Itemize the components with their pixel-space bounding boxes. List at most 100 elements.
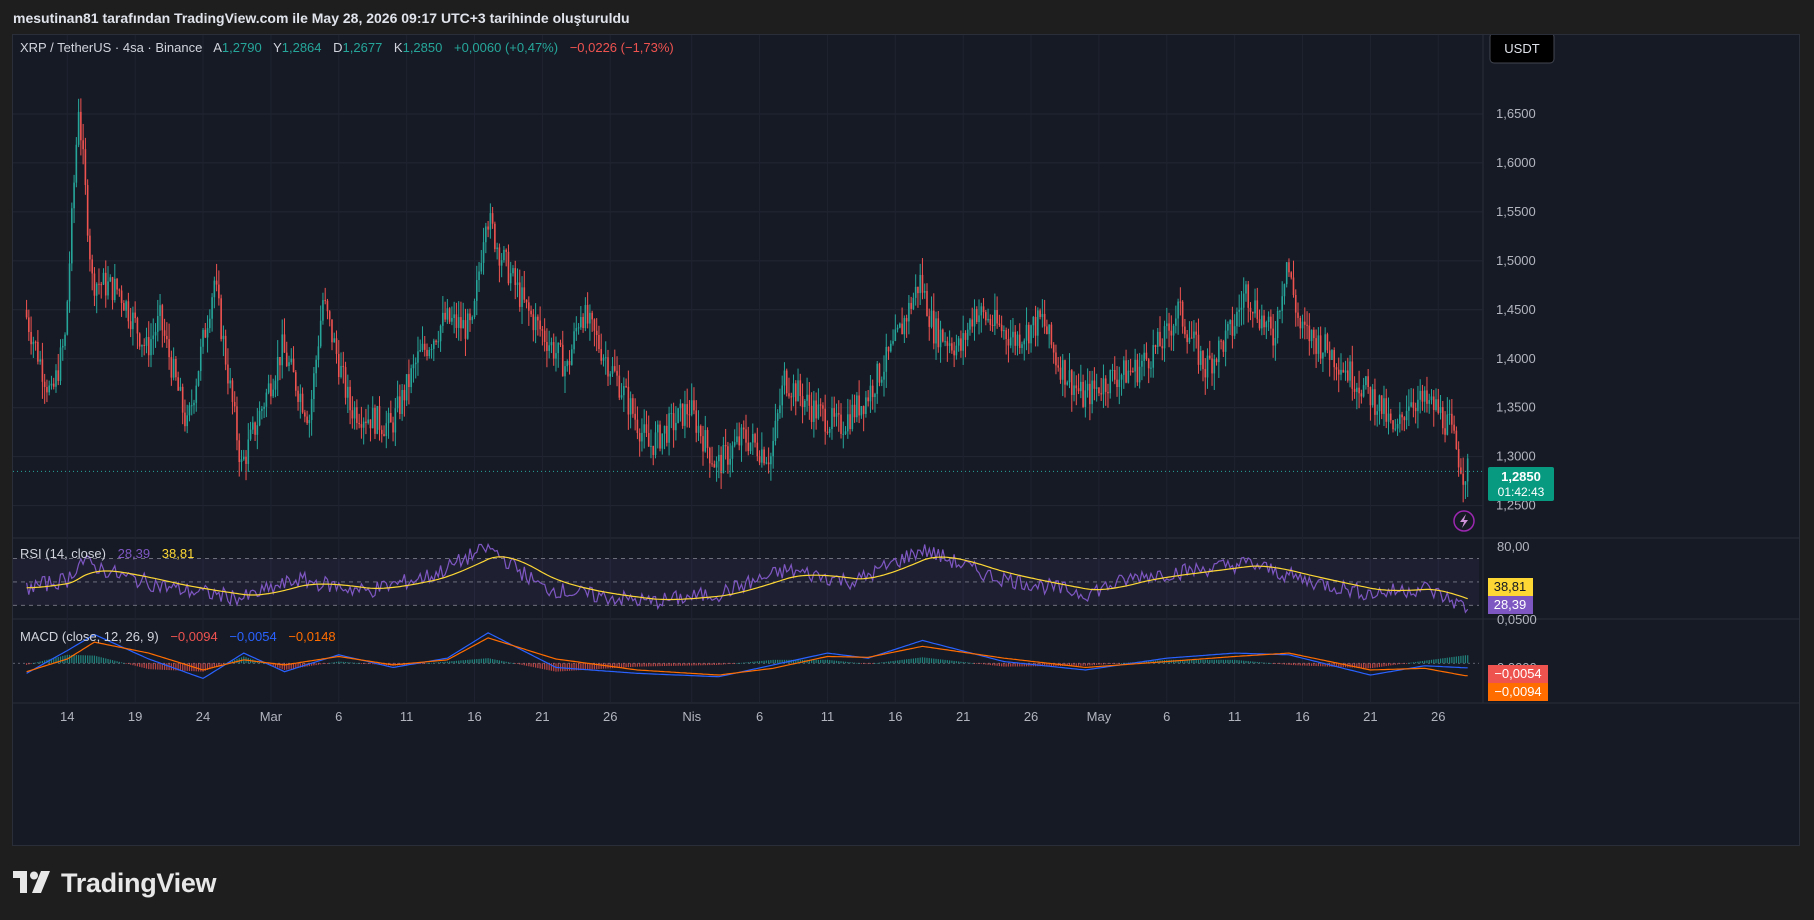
macd-hist-bar [1281, 663, 1283, 665]
currency-button[interactable]: USDT [1489, 35, 1555, 64]
macd-hist-bar [1073, 663, 1075, 666]
candle-body [1376, 411, 1378, 415]
macd-hist-bar [62, 655, 64, 664]
candle-body [1387, 413, 1390, 422]
candle-body [892, 341, 894, 344]
candle-body [611, 366, 614, 374]
candle-body [1034, 316, 1037, 336]
candle-body [1152, 345, 1155, 368]
macd-hist-bar [209, 663, 211, 670]
candle-body [733, 442, 736, 446]
candle-body [1204, 369, 1207, 378]
macd-hist-bar [799, 659, 801, 664]
candle-body [971, 319, 974, 327]
chart-area[interactable]: 1,6500 1,6000 1,5500 1,5000 1,4500 1,4000 1,35… [12, 34, 1800, 846]
candle-body [1208, 355, 1211, 359]
macd-hist-bar [157, 663, 159, 670]
macd-hist-bar [356, 662, 358, 664]
macd-hist-bar [277, 663, 279, 668]
macd-hist-bar [1249, 661, 1252, 664]
macd-hist-bar [1376, 663, 1378, 668]
macd-hist-bar [123, 662, 125, 664]
macd-hist-bar [903, 659, 905, 664]
macd-hist-bar [1243, 660, 1245, 664]
candle-body [1385, 398, 1388, 422]
macd-hist-bar [288, 663, 290, 670]
macd-hist-bar [987, 663, 989, 665]
candle-body [1392, 420, 1394, 430]
macd-hist-bar [885, 661, 887, 664]
macd-hist-bar [1114, 663, 1116, 665]
macd-hist-bar [851, 662, 853, 664]
macd-hist-bar [1044, 663, 1046, 667]
symbol-bar[interactable]: XRP / TetherUS · 4sa · Binance A1,2790 Y… [20, 40, 674, 55]
candle-body [1464, 481, 1467, 485]
macd-hist-bar [980, 663, 982, 665]
footer-brand[interactable]: TradingView [13, 866, 217, 900]
macd-hist-bar [743, 662, 745, 664]
candle-body [276, 357, 279, 381]
price-tick-label: 1,5000 [1496, 253, 1536, 268]
candle-body [1068, 370, 1071, 383]
candle-body [709, 447, 711, 464]
macd-hist-bar [1458, 656, 1460, 664]
candle-body [1412, 402, 1415, 408]
rsi-legend[interactable]: RSI (14, close) 28,39 38,81 [20, 546, 194, 561]
macd-hist-bar [145, 663, 148, 669]
candle-body [867, 397, 869, 402]
macd-label[interactable]: MACD (close, 12, 26, 9) [20, 629, 159, 644]
macd-hist-bar [87, 655, 89, 664]
macd-hist-bar [1356, 663, 1358, 668]
price-chart-svg[interactable]: 1,6500 1,6000 1,5500 1,5000 1,4500 1,4000 1,35… [13, 35, 1799, 845]
candle-body [595, 330, 598, 335]
lightning-icon[interactable] [1453, 510, 1475, 532]
macd-legend[interactable]: MACD (close, 12, 26, 9) −0,0094 −0,0054 … [20, 629, 336, 644]
macd-hist-bar [317, 663, 320, 665]
macd-hist-bar [1247, 661, 1249, 664]
candle-body [116, 278, 118, 290]
macd-axis-top: 0,0500 [1497, 612, 1537, 627]
macd-hist-bar [736, 663, 738, 665]
macd-hist-bar [102, 657, 105, 664]
macd-hist-bar [593, 663, 596, 670]
candle-body [1136, 359, 1139, 383]
candle-body [491, 213, 494, 224]
macd-hist-bar [1175, 659, 1177, 664]
rsi-line [26, 542, 1469, 614]
candle-body [856, 395, 858, 418]
macd-hist-bar [580, 663, 582, 671]
macd-hist-bar [982, 663, 985, 665]
currency-label[interactable]: USDT [1504, 41, 1539, 56]
candle-body [451, 318, 453, 322]
rsi-label[interactable]: RSI (14, close) [20, 546, 106, 561]
candle-body [1222, 341, 1225, 352]
macd-hist-bar [675, 663, 677, 666]
candle-body [1202, 351, 1204, 370]
candle-body [480, 262, 483, 272]
candle-body [453, 314, 455, 319]
macd-hist-bar [928, 658, 930, 664]
candle-body [1197, 334, 1200, 365]
candle-body [1093, 380, 1096, 389]
brand-name: TradingView [61, 867, 217, 898]
open-label: A [213, 40, 222, 55]
macd-hist-bar [152, 663, 154, 670]
macd-hist-bar [1179, 659, 1181, 664]
macd-hist-bar [202, 663, 204, 672]
low-label: D [333, 40, 342, 55]
macd-hist-bar [1299, 663, 1301, 666]
candle-body [921, 274, 924, 293]
macd-hist-bar [820, 659, 822, 664]
macd-hist-bar [924, 657, 926, 664]
macd-hist-bar [521, 663, 523, 665]
macd-hist-bar [528, 663, 530, 667]
candle-body [405, 374, 408, 401]
macd-hist-bar [134, 663, 136, 666]
candle-body [1426, 390, 1428, 404]
macd-hist-bar [1025, 663, 1028, 667]
symbol-name[interactable]: XRP / TetherUS · 4sa · Binance [20, 40, 202, 55]
macd-hist-bar [582, 663, 584, 670]
macd-hist-bar [777, 659, 779, 664]
macd-hist-bar [367, 663, 369, 665]
candle-body [835, 413, 838, 417]
